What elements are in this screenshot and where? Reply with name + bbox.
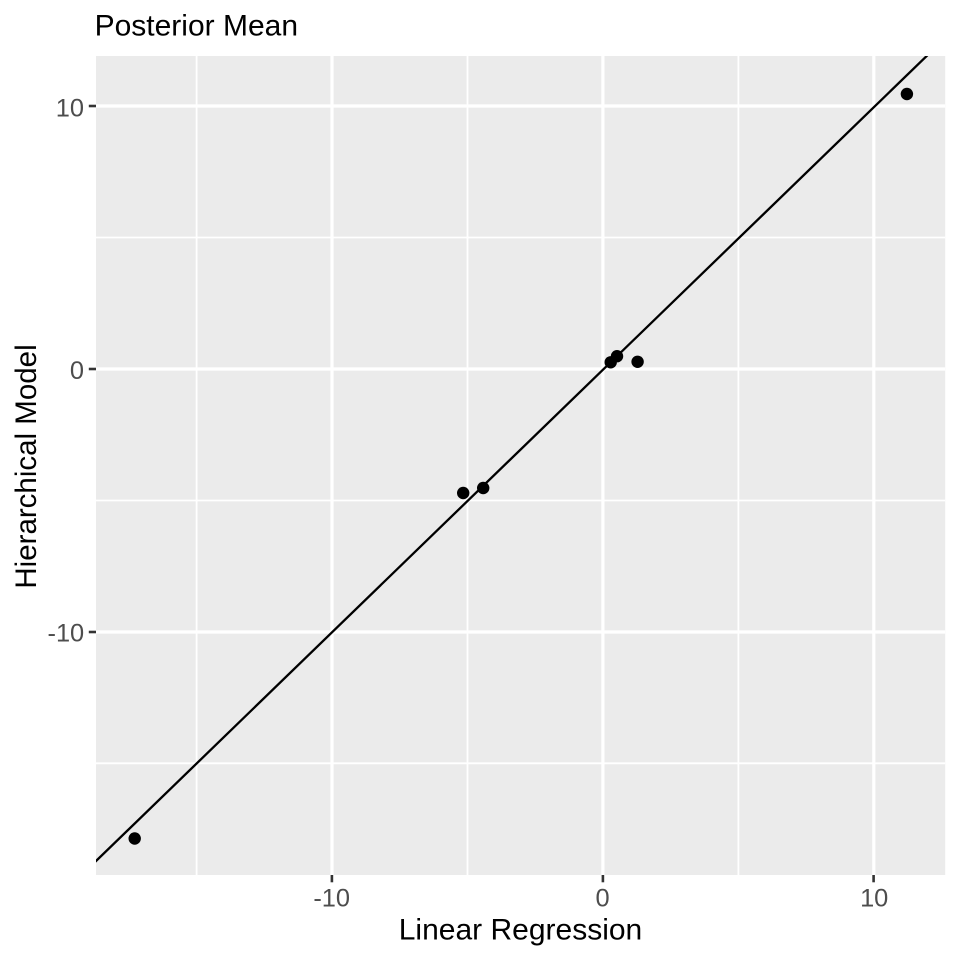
svg-text:-10: -10 xyxy=(47,620,84,648)
svg-text:0: 0 xyxy=(70,357,84,385)
svg-text:0: 0 xyxy=(595,884,609,912)
svg-text:-10: -10 xyxy=(313,884,350,912)
svg-text:Linear Regression: Linear Regression xyxy=(399,914,642,947)
svg-text:Hierarchical Model: Hierarchical Model xyxy=(10,344,43,588)
svg-text:Posterior Mean: Posterior Mean xyxy=(95,10,298,43)
svg-text:10: 10 xyxy=(860,884,888,912)
svg-text:10: 10 xyxy=(56,95,84,123)
